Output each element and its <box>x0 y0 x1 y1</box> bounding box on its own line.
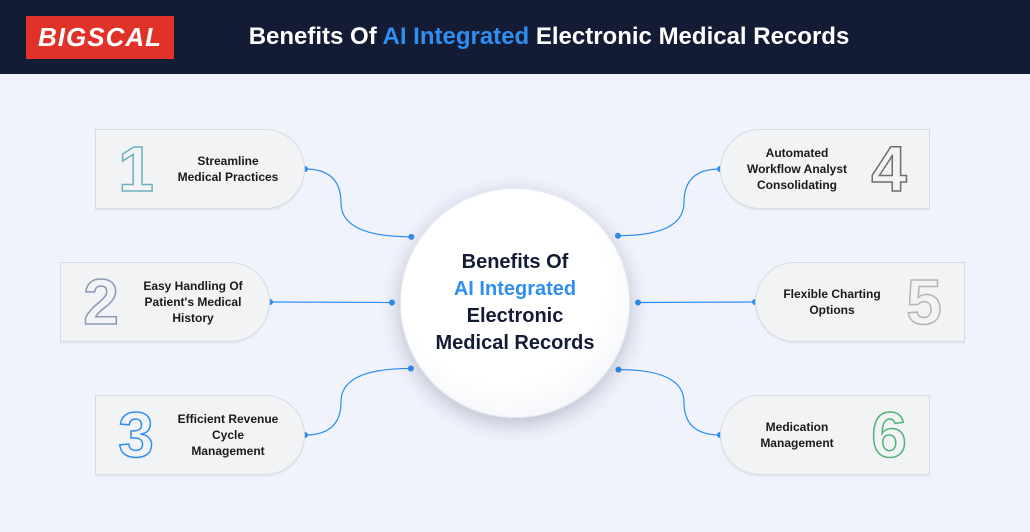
benefit-pill-1: 1Streamline Medical Practices <box>95 129 305 209</box>
center-line2: AI Integrated <box>454 278 576 300</box>
benefit-label: Flexible Charting Options <box>774 286 890 318</box>
infographic-canvas: Benefits Of AI Integrated Electronic Med… <box>0 74 1030 532</box>
benefit-label: Streamline Medical Practices <box>170 153 286 185</box>
benefit-pill-5: 5Flexible Charting Options <box>755 262 965 342</box>
benefit-number: 3 <box>108 403 164 467</box>
benefit-pill-4: 4Automated Workflow Analyst Consolidatin… <box>720 129 930 209</box>
center-line1: Benefits Of <box>462 251 569 273</box>
logo-text: BIGSCAL <box>38 22 162 53</box>
benefit-number: 5 <box>896 270 952 334</box>
benefit-number: 4 <box>861 137 917 201</box>
benefit-number: 2 <box>73 270 129 334</box>
center-circle: Benefits Of AI Integrated Electronic Med… <box>400 188 630 418</box>
benefit-pill-6: 6Medication Management <box>720 395 930 475</box>
logo: BIGSCAL <box>26 16 174 59</box>
center-title: Benefits Of AI Integrated Electronic Med… <box>436 249 595 357</box>
benefit-label: Medication Management <box>739 419 855 451</box>
benefit-label: Efficient Revenue Cycle Management <box>170 411 286 460</box>
benefit-pill-2: 2Easy Handling Of Patient's Medical Hist… <box>60 262 270 342</box>
benefit-pill-3: 3Efficient Revenue Cycle Management <box>95 395 305 475</box>
title-accent: AI Integrated <box>383 23 530 50</box>
title-pre: Benefits Of <box>249 23 383 50</box>
benefit-label: Automated Workflow Analyst Consolidating <box>739 145 855 194</box>
benefit-label: Easy Handling Of Patient's Medical Histo… <box>135 278 251 327</box>
center-line3: Electronic <box>467 305 564 327</box>
title-post: Electronic Medical Records <box>529 23 849 50</box>
page-title: Benefits Of AI Integrated Electronic Med… <box>234 23 1004 51</box>
benefit-number: 1 <box>108 137 164 201</box>
header: BIGSCAL Benefits Of AI Integrated Electr… <box>0 0 1030 74</box>
benefit-number: 6 <box>861 403 917 467</box>
center-line4: Medical Records <box>436 332 595 354</box>
